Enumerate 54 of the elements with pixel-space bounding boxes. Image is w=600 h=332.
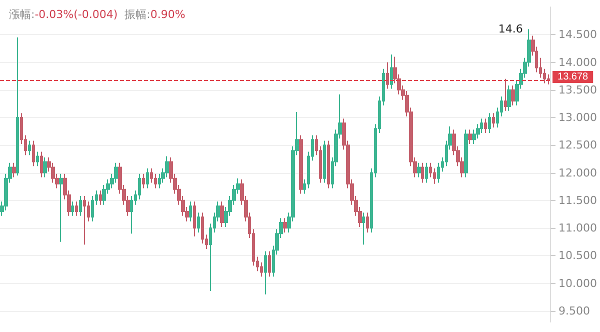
chart-title: 漲幅:-0.03%(-0.004) 振幅:0.90% [9, 8, 186, 21]
y-tick-label: 13.000 [558, 111, 598, 124]
candlestick [468, 129, 472, 145]
candlestick [366, 212, 369, 233]
candlestick [492, 112, 495, 128]
candlestick [71, 201, 74, 216]
y-tick-label: 11.500 [558, 194, 598, 207]
candlestick [417, 162, 421, 178]
candlestick [16, 36, 19, 176]
candlestick [488, 112, 491, 134]
candlestick [79, 196, 82, 216]
candlestick [189, 201, 192, 222]
candlestick [12, 162, 16, 178]
candlestick [299, 134, 303, 194]
candlestick [36, 151, 39, 167]
y-tick-label: 10.500 [558, 249, 598, 262]
candlestick [146, 168, 149, 189]
candlestick [362, 212, 365, 246]
y-tick-label: 14.000 [558, 56, 598, 69]
ref-line-label: 13.678 [558, 71, 589, 82]
candlestick [43, 156, 47, 178]
candlestick [327, 140, 330, 189]
candlestick [268, 250, 271, 278]
annotation: 14.6 [498, 22, 523, 36]
candlestick [283, 218, 287, 233]
candlestick [220, 201, 224, 228]
candlestick [464, 129, 468, 178]
y-tick-label: 13.500 [558, 83, 598, 96]
candlestick [425, 162, 428, 184]
candlestick [75, 201, 78, 216]
y-tick-label: 12.000 [558, 166, 598, 180]
candlestick [59, 173, 63, 242]
candlestick [197, 212, 200, 233]
candlestick [32, 140, 35, 167]
candlestick [504, 78, 507, 112]
candlestick [511, 84, 515, 106]
candlestick [507, 84, 511, 112]
candlestick [28, 140, 31, 156]
candlestick [484, 118, 487, 134]
candlestick [390, 54, 393, 90]
candlestick [40, 151, 43, 178]
candlestick [99, 190, 102, 206]
candlestick [142, 173, 145, 189]
y-tick-label: 9.500 [558, 304, 590, 318]
candlestick [386, 62, 389, 90]
candlestick [193, 201, 196, 237]
candlestick [421, 162, 424, 184]
y-tick-label: 10.000 [558, 276, 598, 290]
y-tick-label: 11.000 [558, 222, 598, 235]
candlestick [83, 196, 86, 246]
y-tick-label: 12.500 [558, 138, 598, 152]
candlestick [323, 140, 326, 184]
y-tick-label: 14.500 [558, 28, 598, 42]
candlestick [264, 250, 267, 295]
